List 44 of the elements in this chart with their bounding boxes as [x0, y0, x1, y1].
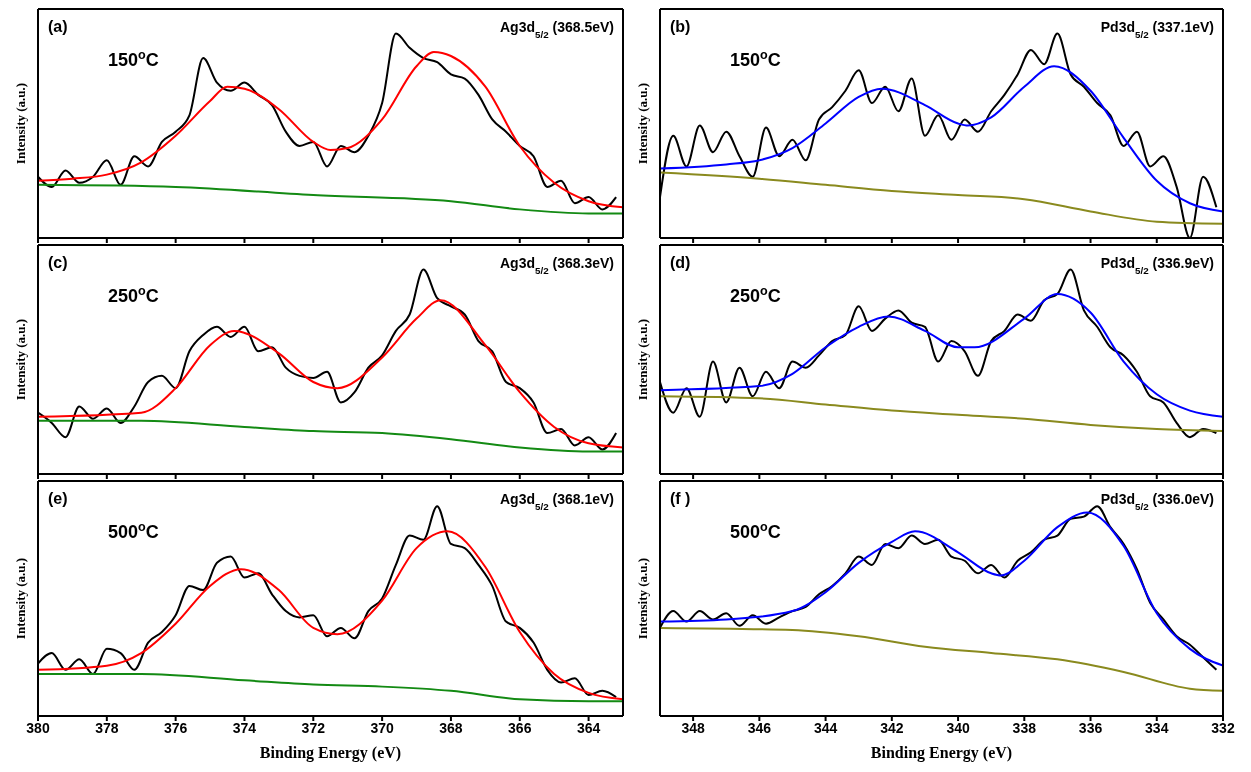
- annotation: 500$^{o}$C: [730, 520, 781, 542]
- annotation: 150$^{o}$C: [730, 48, 781, 70]
- x-tick-label: 370: [370, 719, 395, 736]
- annotation: Ag3d$_{5/2}$ (368.5eV): [500, 19, 614, 40]
- x-tick-label: 346: [747, 719, 772, 736]
- annotation: 250$^{o}$C: [108, 284, 159, 306]
- annotation: (f ): [670, 490, 691, 507]
- x-tick-label: 368: [439, 719, 463, 736]
- annotation: (b): [670, 18, 691, 35]
- annotation: Pd3d$_{5/2}$ (336.0eV): [1100, 491, 1214, 512]
- y-axis-title: Intensity (a.u.): [12, 318, 28, 401]
- annotation: (c): [48, 254, 68, 271]
- x-tick-label: 364: [576, 719, 601, 736]
- x-tick-label: 334: [1145, 719, 1169, 736]
- annotation: (e): [48, 490, 68, 507]
- x-axis-title: Binding Energy (eV): [259, 744, 402, 762]
- annotation: 250$^{o}$C: [730, 284, 781, 306]
- x-tick-label: 376: [163, 719, 188, 736]
- annotation: Pd3d$_{5/2}$ (337.1eV): [1100, 19, 1214, 40]
- annotation: Ag3d$_{5/2}$ (368.1eV): [500, 491, 614, 512]
- x-tick-label: 332: [1211, 719, 1235, 736]
- annotation: 150$^{o}$C: [108, 48, 159, 70]
- y-axis-title: Intensity (a.u.): [12, 557, 28, 640]
- annotation: (d): [670, 254, 691, 271]
- y-axis-title: Intensity (a.u.): [634, 557, 650, 640]
- x-tick-label: 344: [813, 719, 838, 736]
- x-tick-label: 342: [880, 719, 904, 736]
- annotation: (a): [48, 18, 68, 35]
- annotation: 500$^{o}$C: [108, 520, 159, 542]
- annotation: Pd3d$_{5/2}$ (336.9eV): [1100, 255, 1214, 276]
- x-tick-label: 336: [1078, 719, 1103, 736]
- y-axis-title: Intensity (a.u.): [12, 82, 28, 165]
- y-axis-title: Intensity (a.u.): [634, 82, 650, 165]
- x-tick-label: 348: [681, 719, 706, 736]
- x-tick-label: 340: [946, 719, 970, 736]
- x-tick-label: 380: [26, 719, 50, 736]
- x-axis-title: Binding Energy (eV): [870, 744, 1013, 762]
- annotation: Ag3d$_{5/2}$ (368.3eV): [500, 255, 614, 276]
- y-axis-title: Intensity (a.u.): [634, 318, 650, 401]
- x-tick-label: 374: [232, 719, 257, 736]
- x-tick-label: 366: [508, 719, 532, 736]
- x-tick-label: 378: [95, 719, 119, 736]
- x-tick-label: 372: [301, 719, 326, 736]
- x-tick-label: 338: [1012, 719, 1037, 736]
